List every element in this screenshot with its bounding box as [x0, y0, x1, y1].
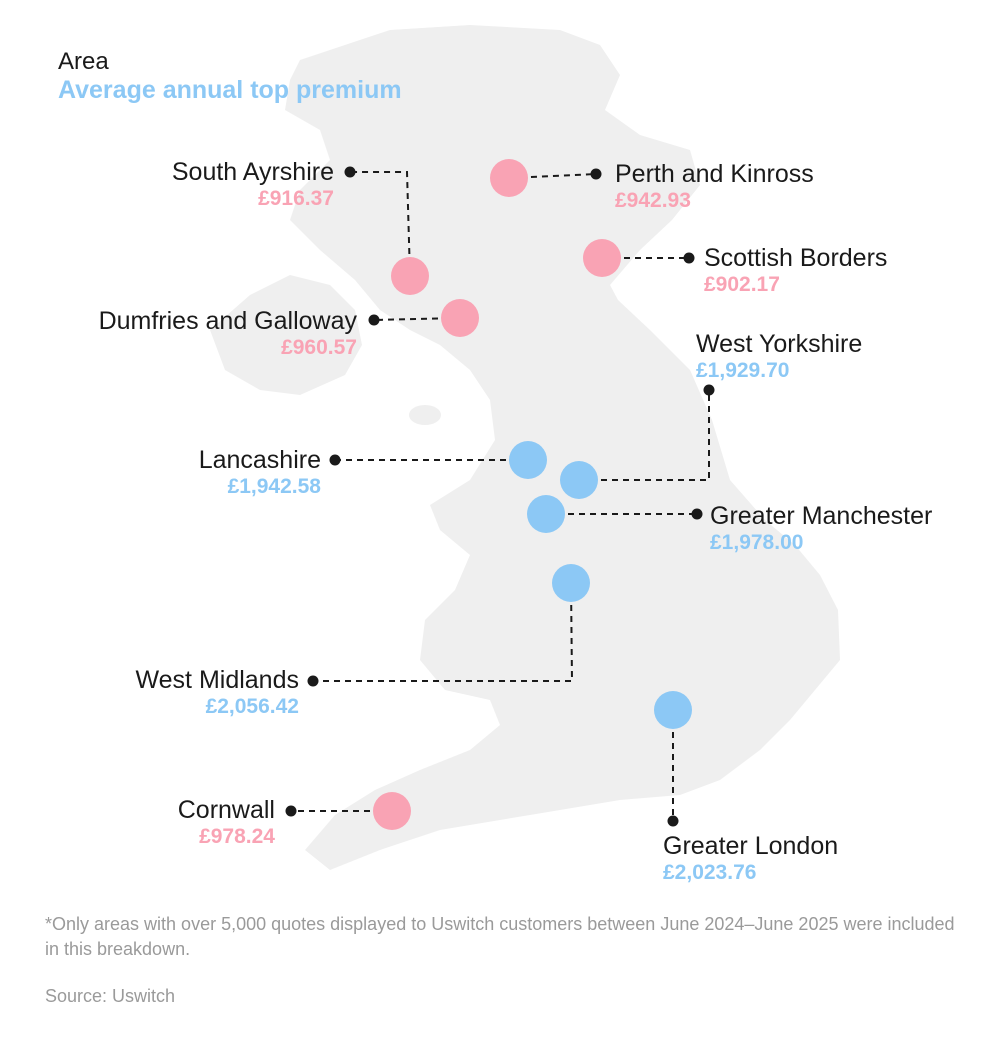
marker-west-yorkshire[interactable]: [560, 461, 598, 499]
region-value: £916.37: [258, 187, 334, 210]
marker-cornwall[interactable]: [373, 792, 411, 830]
leader-dot-greater-london: [667, 815, 679, 827]
leader-dot-lancashire: [329, 454, 341, 466]
region-name: Cornwall: [177, 796, 275, 824]
region-name: Greater Manchester: [710, 502, 933, 530]
region-name: Scottish Borders: [704, 244, 888, 272]
source-note: Source: Uswitch: [45, 986, 176, 1006]
legend-subtitle: Average annual top premium: [58, 76, 402, 104]
northern-ireland-landmass: [210, 275, 362, 395]
leader-dot-scottish-borders: [683, 252, 695, 264]
region-name: West Midlands: [135, 666, 300, 694]
region-value: £1,942.58: [227, 475, 321, 498]
marker-scottish-borders[interactable]: [583, 239, 621, 277]
marker-dumfries-and-galloway[interactable]: [441, 299, 479, 337]
marker-greater-manchester[interactable]: [527, 495, 565, 533]
region-name: West Yorkshire: [696, 330, 863, 358]
region-name: Dumfries and Galloway: [98, 307, 357, 335]
region-value: £902.17: [704, 273, 780, 296]
leader-dot-dumfries-and-galloway: [368, 314, 380, 326]
marker-lancashire[interactable]: [509, 441, 547, 479]
leader-dot-west-midlands: [307, 675, 319, 687]
label-cornwall: Cornwall £978.24: [177, 796, 275, 848]
isle-of-man: [409, 405, 441, 425]
region-value: £1,978.00: [710, 531, 804, 554]
label-greater-manchester: Greater Manchester £1,978.00: [710, 502, 933, 554]
region-value: £978.24: [199, 825, 275, 848]
region-value: £2,056.42: [205, 695, 299, 718]
region-name: South Ayrshire: [171, 158, 334, 186]
label-scottish-borders: Scottish Borders £902.17: [704, 244, 888, 296]
label-west-yorkshire: West Yorkshire £1,929.70: [696, 330, 863, 382]
leader-dot-south-ayrshire: [344, 166, 356, 178]
legend-title: Area: [58, 48, 109, 75]
marker-south-ayrshire[interactable]: [391, 257, 429, 295]
label-greater-london: Greater London £2,023.76: [663, 832, 839, 884]
footnote: *Only areas with over 5,000 quotes displ…: [45, 914, 955, 960]
label-perth-and-kinross: Perth and Kinross £942.93: [615, 160, 814, 212]
marker-perth-and-kinross[interactable]: [490, 159, 528, 197]
leader-line-south-ayrshire: [350, 171, 411, 277]
marker-west-midlands[interactable]: [552, 564, 590, 602]
region-name: Lancashire: [198, 446, 321, 474]
region-name: Perth and Kinross: [615, 160, 814, 188]
label-south-ayrshire: South Ayrshire £916.37: [171, 158, 334, 210]
label-dumfries-and-galloway: Dumfries and Galloway £960.57: [98, 307, 357, 359]
region-name: Greater London: [663, 832, 839, 860]
leader-dot-greater-manchester: [691, 508, 703, 520]
leader-dot-cornwall: [285, 805, 297, 817]
label-lancashire: Lancashire £1,942.58: [198, 446, 321, 498]
region-value: £942.93: [615, 189, 691, 212]
region-value: £2,023.76: [663, 861, 757, 884]
region-value: £1,929.70: [696, 359, 790, 382]
great-britain-landmass: [285, 25, 840, 870]
region-value: £960.57: [281, 336, 357, 359]
label-west-midlands: West Midlands £2,056.42: [135, 666, 300, 718]
marker-greater-london[interactable]: [654, 691, 692, 729]
leader-dot-west-yorkshire: [703, 384, 715, 396]
leader-dot-perth-and-kinross: [590, 168, 602, 180]
leader-line-west-yorkshire: [579, 390, 710, 481]
